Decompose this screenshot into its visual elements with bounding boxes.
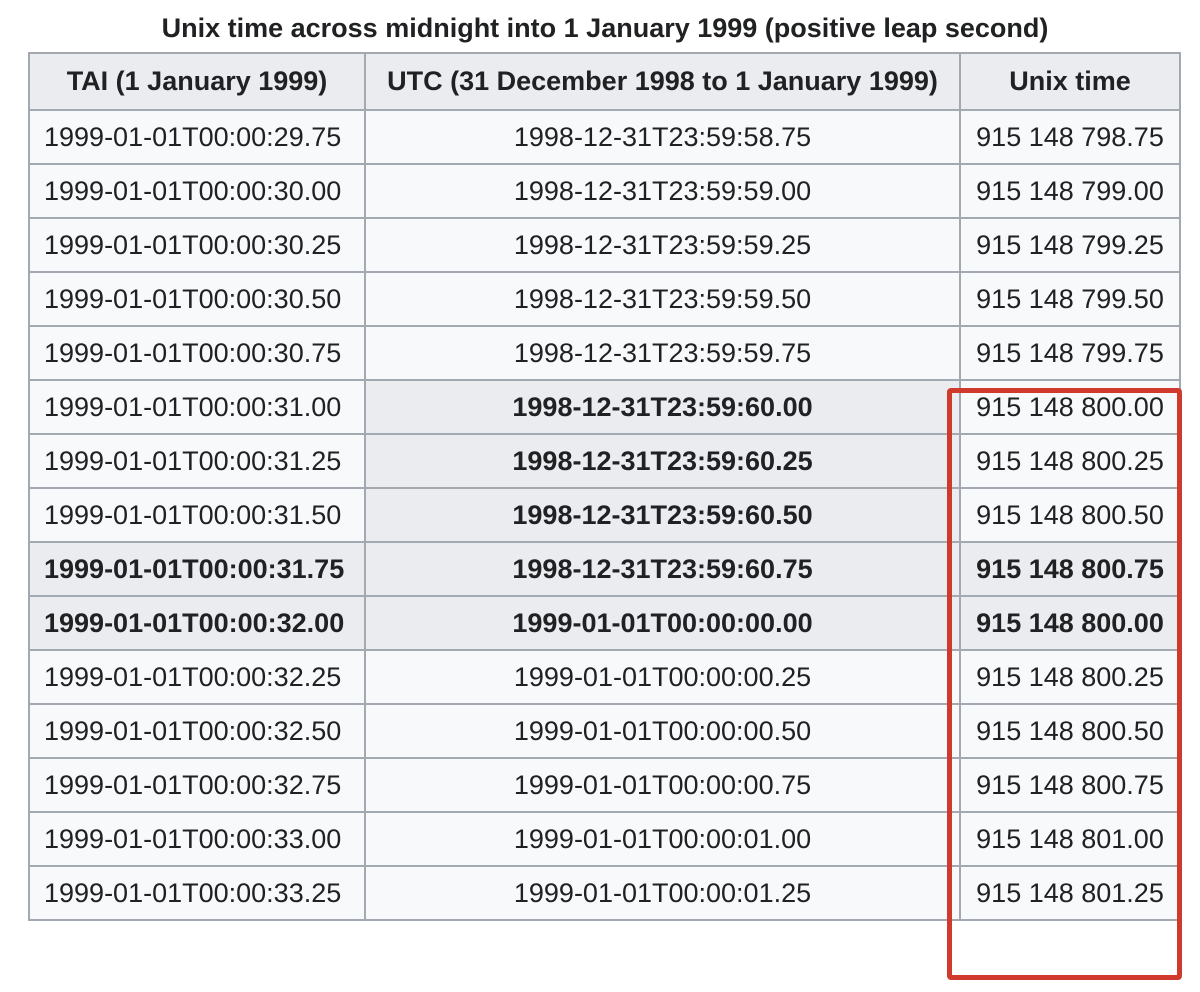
header-tai: TAI (1 January 1999) xyxy=(28,52,366,111)
tai-cell: 1999-01-01T00:00:31.50 xyxy=(28,487,366,543)
tai-cell: 1999-01-01T00:00:31.75 xyxy=(28,541,366,597)
tai-cell: 1999-01-01T00:00:32.75 xyxy=(28,757,366,813)
tai-cell: 1999-01-01T00:00:30.50 xyxy=(28,271,366,327)
unix-time-cell: 915 148 800.50 xyxy=(959,703,1181,759)
utc-cell: 1999-01-01T00:00:00.25 xyxy=(364,649,961,705)
table-row: 1999-01-01T00:00:33.25 1999-01-01T00:00:0… xyxy=(28,865,1181,921)
table-row: 1999-01-01T00:00:31.00 1998-12-31T23:59:6… xyxy=(28,379,1181,435)
table-row: 1999-01-01T00:00:30.00 1998-12-31T23:59:5… xyxy=(28,163,1181,219)
tai-cell: 1999-01-01T00:00:31.25 xyxy=(28,433,366,489)
utc-cell: 1998-12-31T23:59:59.00 xyxy=(364,163,961,219)
table-row: 1999-01-01T00:00:31.25 1998-12-31T23:59:6… xyxy=(28,433,1181,489)
table-row: 1999-01-01T00:00:31.75 1998-12-31T23:59:6… xyxy=(28,541,1181,597)
table-row: 1999-01-01T00:00:32.50 1999-01-01T00:00:0… xyxy=(28,703,1181,759)
tai-cell: 1999-01-01T00:00:33.25 xyxy=(28,865,366,921)
table-row: 1999-01-01T00:00:31.50 1998-12-31T23:59:6… xyxy=(28,487,1181,543)
utc-cell: 1999-01-01T00:00:01.00 xyxy=(364,811,961,867)
utc-cell: 1998-12-31T23:59:60.50 xyxy=(364,487,961,543)
unix-time-cell: 915 148 800.00 xyxy=(959,595,1181,651)
table-row: 1999-01-01T00:00:30.50 1998-12-31T23:59:5… xyxy=(28,271,1181,327)
utc-cell: 1998-12-31T23:59:59.50 xyxy=(364,271,961,327)
utc-cell: 1998-12-31T23:59:59.75 xyxy=(364,325,961,381)
unix-time-cell: 915 148 800.00 xyxy=(959,379,1181,435)
tai-cell: 1999-01-01T00:00:29.75 xyxy=(28,109,366,165)
unix-time-cell: 915 148 801.00 xyxy=(959,811,1181,867)
utc-cell: 1999-01-01T00:00:01.25 xyxy=(364,865,961,921)
unix-time-cell: 915 148 799.50 xyxy=(959,271,1181,327)
tai-cell: 1999-01-01T00:00:30.00 xyxy=(28,163,366,219)
table-caption: Unix time across midnight into 1 January… xyxy=(161,13,1049,43)
utc-cell: 1998-12-31T23:59:60.75 xyxy=(364,541,961,597)
unix-time-cell: 915 148 799.00 xyxy=(959,163,1181,219)
unix-time-cell: 915 148 798.75 xyxy=(959,109,1181,165)
unix-time-cell: 915 148 800.25 xyxy=(959,649,1181,705)
tai-cell: 1999-01-01T00:00:30.25 xyxy=(28,217,366,273)
utc-cell: 1998-12-31T23:59:58.75 xyxy=(364,109,961,165)
table-row: 1999-01-01T00:00:32.25 1999-01-01T00:00:0… xyxy=(28,649,1181,705)
tai-cell: 1999-01-01T00:00:32.00 xyxy=(28,595,366,651)
table-body: 1999-01-01T00:00:29.75 1998-12-31T23:59:5… xyxy=(28,109,1181,921)
utc-cell: 1998-12-31T23:59:60.25 xyxy=(364,433,961,489)
table-row: 1999-01-01T00:00:30.25 1998-12-31T23:59:5… xyxy=(28,217,1181,273)
utc-cell: 1999-01-01T00:00:00.50 xyxy=(364,703,961,759)
utc-cell: 1998-12-31T23:59:60.00 xyxy=(364,379,961,435)
unix-time-cell: 915 148 800.75 xyxy=(959,757,1181,813)
unix-time-cell: 915 148 800.75 xyxy=(959,541,1181,597)
unix-time-cell: 915 148 799.25 xyxy=(959,217,1181,273)
table-row: 1999-01-01T00:00:32.00 1999-01-01T00:00:0… xyxy=(28,595,1181,651)
unix-time-cell: 915 148 801.25 xyxy=(959,865,1181,921)
utc-cell: 1999-01-01T00:00:00.75 xyxy=(364,757,961,813)
header-row: TAI (1 January 1999) UTC (31 December 19… xyxy=(28,52,1181,111)
table-row: 1999-01-01T00:00:30.75 1998-12-31T23:59:5… xyxy=(28,325,1181,381)
utc-cell: 1999-01-01T00:00:00.00 xyxy=(364,595,961,651)
unix-time-cell: 915 148 799.75 xyxy=(959,325,1181,381)
table-row: 1999-01-01T00:00:29.75 1998-12-31T23:59:5… xyxy=(28,109,1181,165)
tai-cell: 1999-01-01T00:00:32.50 xyxy=(28,703,366,759)
unix-time-cell: 915 148 800.50 xyxy=(959,487,1181,543)
utc-cell: 1998-12-31T23:59:59.25 xyxy=(364,217,961,273)
unix-time-cell: 915 148 800.25 xyxy=(959,433,1181,489)
tai-cell: 1999-01-01T00:00:32.25 xyxy=(28,649,366,705)
unix-time-table: TAI (1 January 1999) UTC (31 December 19… xyxy=(28,52,1181,921)
header-unix-time: Unix time xyxy=(959,52,1181,111)
table-row: 1999-01-01T00:00:33.00 1999-01-01T00:00:0… xyxy=(28,811,1181,867)
header-utc: UTC (31 December 1998 to 1 January 1999) xyxy=(364,52,961,111)
tai-cell: 1999-01-01T00:00:30.75 xyxy=(28,325,366,381)
tai-cell: 1999-01-01T00:00:31.00 xyxy=(28,379,366,435)
table-row: 1999-01-01T00:00:32.75 1999-01-01T00:00:0… xyxy=(28,757,1181,813)
tai-cell: 1999-01-01T00:00:33.00 xyxy=(28,811,366,867)
